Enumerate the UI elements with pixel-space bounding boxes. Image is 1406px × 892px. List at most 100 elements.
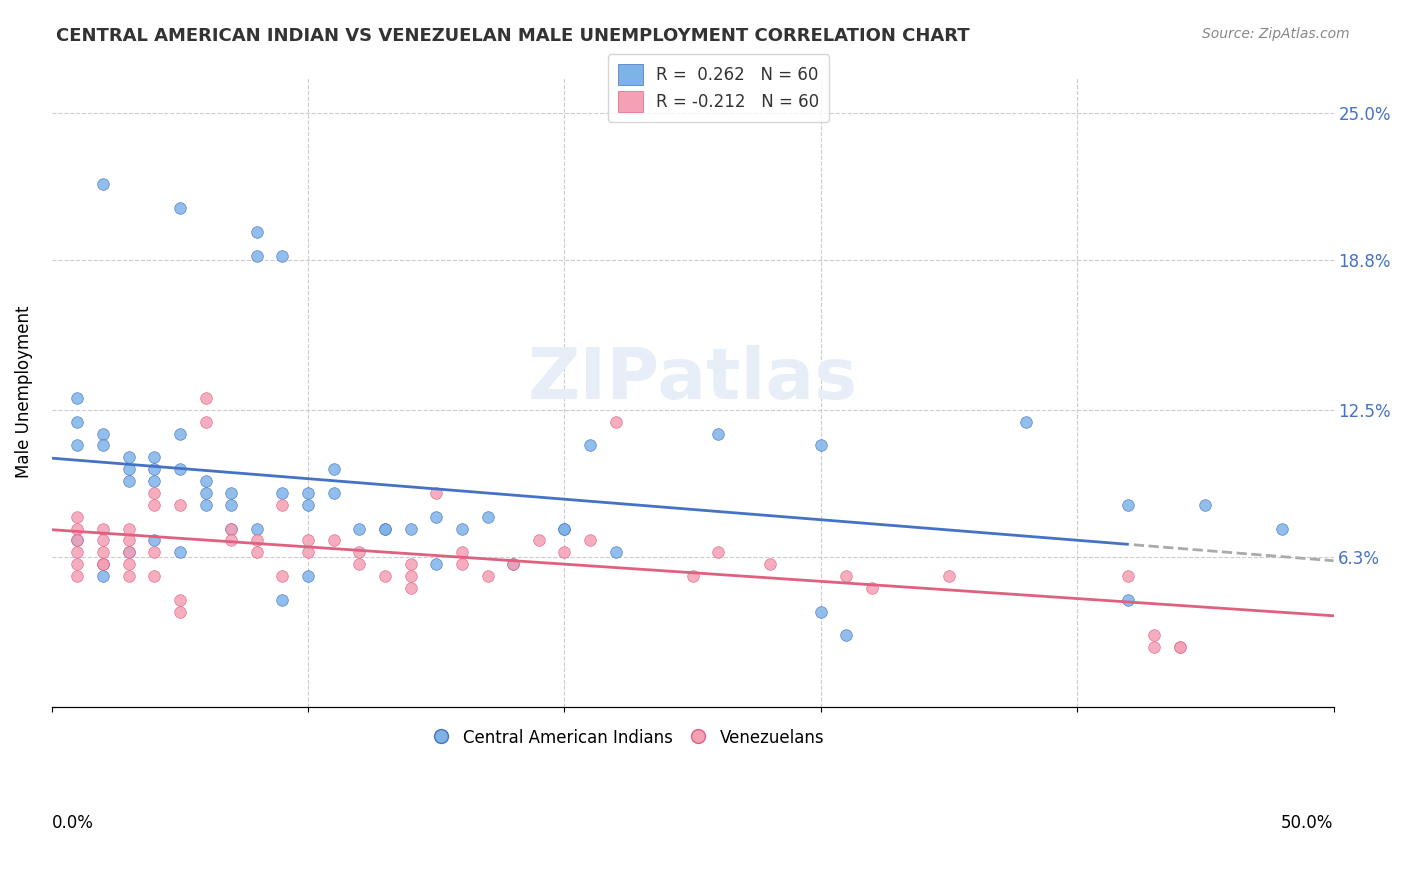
Point	[219, 498, 242, 512]
Point	[553, 522, 575, 536]
Point	[374, 569, 396, 583]
Point	[91, 558, 114, 572]
Point	[246, 248, 269, 262]
Point	[707, 545, 730, 559]
Point	[66, 415, 89, 429]
Point	[271, 486, 294, 500]
Point	[169, 545, 191, 559]
Point	[349, 545, 371, 559]
Point	[66, 545, 89, 559]
Point	[118, 545, 141, 559]
Point	[425, 509, 447, 524]
Point	[66, 533, 89, 548]
Point	[1194, 498, 1216, 512]
Point	[66, 569, 89, 583]
Point	[91, 522, 114, 536]
Point	[246, 533, 269, 548]
Point	[194, 391, 217, 405]
Point	[374, 522, 396, 536]
Y-axis label: Male Unemployment: Male Unemployment	[15, 306, 32, 478]
Point	[246, 545, 269, 559]
Point	[118, 545, 141, 559]
Point	[271, 248, 294, 262]
Point	[169, 498, 191, 512]
Point	[1143, 640, 1166, 655]
Point	[860, 581, 883, 595]
Point	[502, 558, 524, 572]
Point	[143, 486, 166, 500]
Point	[605, 545, 627, 559]
Point	[297, 498, 319, 512]
Point	[425, 558, 447, 572]
Point	[118, 474, 141, 488]
Point	[297, 486, 319, 500]
Point	[271, 592, 294, 607]
Point	[219, 486, 242, 500]
Point	[1143, 628, 1166, 642]
Point	[66, 533, 89, 548]
Point	[143, 450, 166, 465]
Point	[91, 545, 114, 559]
Point	[399, 581, 422, 595]
Point	[219, 533, 242, 548]
Point	[143, 569, 166, 583]
Point	[91, 558, 114, 572]
Point	[143, 462, 166, 476]
Point	[322, 462, 344, 476]
Point	[374, 522, 396, 536]
Point	[477, 569, 499, 583]
Point	[758, 558, 780, 572]
Text: 50.0%: 50.0%	[1281, 814, 1333, 831]
Point	[835, 628, 858, 642]
Point	[91, 533, 114, 548]
Point	[169, 592, 191, 607]
Point	[271, 498, 294, 512]
Point	[938, 569, 960, 583]
Point	[1118, 569, 1140, 583]
Point	[66, 438, 89, 452]
Point	[118, 533, 141, 548]
Point	[194, 415, 217, 429]
Point	[553, 522, 575, 536]
Point	[553, 545, 575, 559]
Text: CENTRAL AMERICAN INDIAN VS VENEZUELAN MALE UNEMPLOYMENT CORRELATION CHART: CENTRAL AMERICAN INDIAN VS VENEZUELAN MA…	[56, 27, 970, 45]
Point	[297, 569, 319, 583]
Point	[143, 545, 166, 559]
Point	[194, 474, 217, 488]
Point	[169, 605, 191, 619]
Point	[707, 426, 730, 441]
Point	[143, 498, 166, 512]
Point	[91, 558, 114, 572]
Point	[219, 522, 242, 536]
Point	[66, 509, 89, 524]
Text: ZIPatlas: ZIPatlas	[527, 345, 858, 414]
Point	[91, 178, 114, 192]
Point	[579, 438, 602, 452]
Point	[297, 533, 319, 548]
Point	[118, 558, 141, 572]
Point	[143, 474, 166, 488]
Point	[349, 558, 371, 572]
Point	[143, 533, 166, 548]
Point	[1168, 640, 1191, 655]
Point	[66, 522, 89, 536]
Point	[118, 522, 141, 536]
Point	[66, 558, 89, 572]
Point	[194, 498, 217, 512]
Point	[425, 486, 447, 500]
Point	[1118, 592, 1140, 607]
Text: 0.0%: 0.0%	[52, 814, 94, 831]
Point	[246, 522, 269, 536]
Point	[91, 426, 114, 441]
Point	[169, 462, 191, 476]
Point	[527, 533, 550, 548]
Point	[118, 462, 141, 476]
Point	[1271, 522, 1294, 536]
Point	[91, 569, 114, 583]
Point	[682, 569, 704, 583]
Point	[322, 533, 344, 548]
Point	[169, 201, 191, 215]
Point	[1118, 498, 1140, 512]
Point	[246, 225, 269, 239]
Point	[579, 533, 602, 548]
